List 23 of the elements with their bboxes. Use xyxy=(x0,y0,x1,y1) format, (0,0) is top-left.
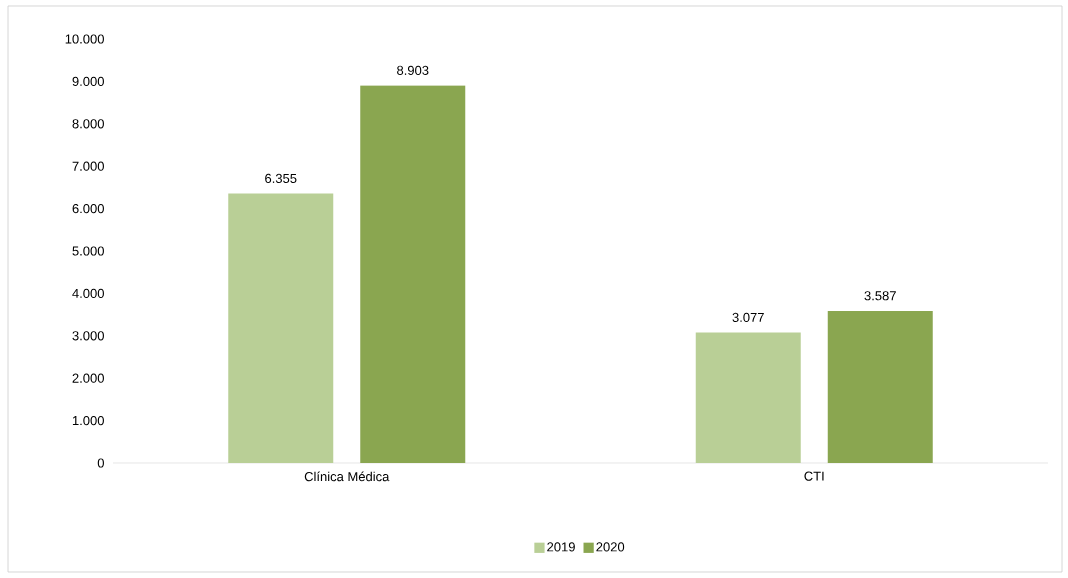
bar xyxy=(827,310,933,463)
x-tick-label: Clínica Médica xyxy=(304,471,390,482)
data-label: 6.355 xyxy=(265,173,297,183)
data-label: 3.077 xyxy=(732,312,764,322)
legend-label: 2019 xyxy=(547,542,575,552)
bar xyxy=(228,193,334,463)
y-tick-label: 4.000 xyxy=(72,288,104,298)
y-tick-label: 7.000 xyxy=(72,161,104,171)
y-tick-label: 8.000 xyxy=(72,119,104,129)
y-tick-label: 1.000 xyxy=(72,415,104,426)
y-tick-label: 5.000 xyxy=(72,246,104,256)
y-tick-label: 0 xyxy=(97,458,104,468)
y-tick-label: 10.000 xyxy=(65,34,104,44)
y-tick-label: 3.000 xyxy=(72,331,104,341)
bar xyxy=(695,332,801,463)
x-tick-label: CTI xyxy=(804,471,824,481)
y-tick-label: 2.000 xyxy=(72,373,104,383)
data-label: 3.587 xyxy=(864,291,896,301)
data-label: 8.903 xyxy=(397,65,429,75)
y-tick-label: 6.000 xyxy=(72,203,104,214)
legend-label: 2020 xyxy=(596,542,625,552)
y-tick-label: 9.000 xyxy=(72,76,104,86)
bar xyxy=(360,85,466,463)
